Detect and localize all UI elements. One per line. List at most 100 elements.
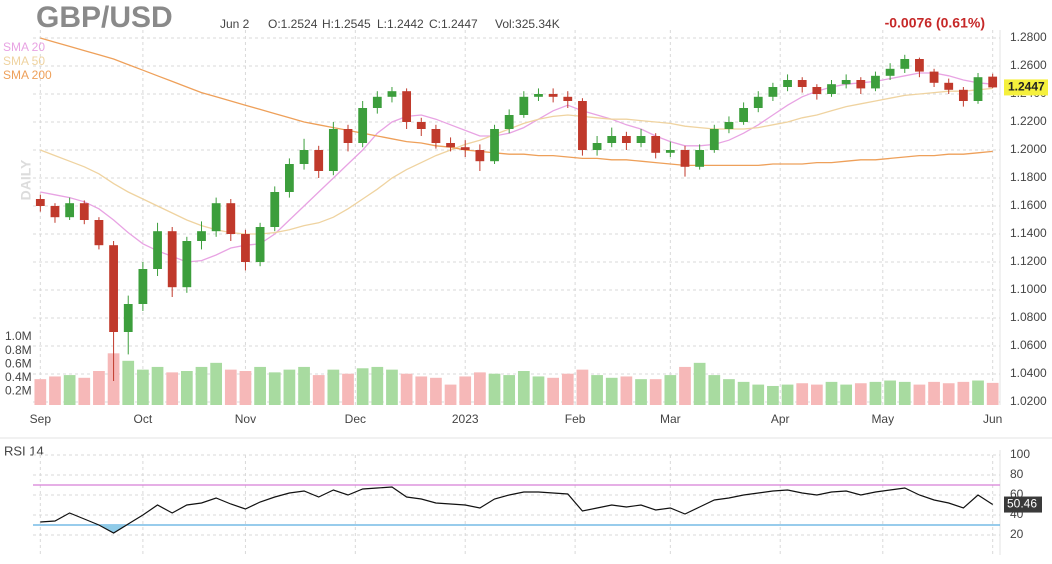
legend-entry: SMA 200 (3, 68, 52, 82)
candle-body (79, 203, 89, 220)
volume-bar (664, 375, 677, 405)
volume-bar (342, 373, 354, 405)
volume-bar (767, 385, 779, 405)
volume-tick-label: 0.8M (5, 343, 32, 357)
candle-body (328, 129, 338, 171)
candle-body (270, 192, 280, 227)
candle-body (50, 206, 60, 218)
y-tick-label: 1.0200 (1010, 394, 1047, 408)
candle-body (812, 87, 822, 94)
candle-body (402, 91, 412, 122)
volume-bar (356, 368, 369, 405)
y-tick-label: 1.2200 (1010, 114, 1047, 128)
volume-bar (327, 369, 340, 405)
x-tick-label: Nov (235, 412, 256, 426)
volume-bar (166, 372, 179, 405)
candle-body (153, 231, 162, 269)
volume-bar (459, 376, 472, 405)
candle-body (768, 87, 778, 97)
candle-body (636, 136, 646, 143)
candle-body (358, 108, 368, 143)
candle-body (387, 91, 397, 97)
candle-body (490, 129, 499, 162)
x-tick-label: Oct (134, 412, 153, 426)
volume-bar (283, 369, 296, 405)
candle-body (504, 115, 514, 129)
candle-body (621, 136, 631, 143)
y-axis-label: DAILY (18, 159, 34, 200)
volume-bar (942, 383, 955, 405)
candle-body (607, 136, 617, 143)
volume-bar (737, 381, 750, 405)
volume-bar (430, 377, 442, 405)
volume-bar (268, 372, 281, 405)
volume-bar (605, 377, 618, 405)
candle-body (35, 199, 45, 206)
candle-body (739, 108, 748, 122)
candle-body (827, 84, 836, 94)
y-tick-label: 1.1400 (1010, 226, 1047, 240)
y-tick-label: 1.0400 (1010, 366, 1047, 380)
volume-tick-label: 0.2M (5, 384, 32, 398)
sma-line (40, 37, 993, 167)
header-stat: Vol:325.34K (495, 17, 560, 31)
volume-bar (254, 366, 266, 405)
volume-bar (180, 371, 193, 405)
x-tick-label: Jun (983, 412, 1002, 426)
y-tick-label: 80 (1010, 467, 1024, 481)
volume-bar (884, 380, 896, 405)
volume-bar (312, 375, 325, 405)
last-price-label: 1.2447 (1008, 80, 1045, 94)
volume-tick-label: 0.6M (5, 356, 32, 370)
header-stat: O:1.2524 (268, 17, 318, 31)
volume-bar (752, 384, 765, 405)
volume-bar (49, 376, 61, 405)
volume-bar (34, 379, 47, 405)
candle-body (109, 245, 118, 332)
volume-bar (986, 382, 999, 405)
volume-bar (210, 362, 223, 405)
volume-bar (679, 366, 691, 405)
legend-entry: SMA 50 (3, 54, 45, 68)
volume-bar (195, 366, 208, 405)
candle-body (123, 304, 133, 332)
last-price-box (1004, 79, 1048, 96)
candle-body (431, 129, 441, 143)
y-tick-label: 1.2000 (1010, 142, 1047, 156)
candle-body (182, 241, 192, 288)
x-tick-label: 2023 (452, 412, 479, 426)
volume-bar (840, 384, 853, 405)
header-stat: Jun 2 (220, 17, 250, 31)
x-tick-label: Dec (345, 412, 366, 426)
candle-body (797, 80, 807, 87)
volume-bar (810, 384, 823, 405)
volume-bar (78, 377, 91, 405)
rsi-title: RSI 14 (4, 443, 44, 458)
candle-body (314, 150, 324, 171)
volume-bar (561, 373, 574, 405)
volume-bar (693, 362, 706, 405)
volume-bar (913, 384, 926, 405)
volume-bar (517, 371, 530, 405)
y-tick-label: 20 (1010, 527, 1024, 541)
volume-bar (415, 376, 428, 405)
candle-body (651, 136, 661, 153)
header-stat: L:1.2442 (377, 17, 424, 31)
volume-bar (474, 372, 486, 405)
volume-bar (400, 373, 413, 405)
y-tick-label: 100 (1010, 447, 1030, 461)
header-stat: H:1.2545 (322, 17, 371, 31)
x-tick-label: Apr (771, 412, 790, 426)
candle-body (944, 82, 954, 90)
candle-body (783, 80, 792, 87)
volume-bar (239, 371, 252, 405)
volume-bar (444, 384, 457, 405)
candle-body (138, 269, 148, 304)
candle-body (241, 234, 250, 262)
volume-tick-label: 0.4M (5, 370, 32, 384)
candle-body (343, 129, 353, 143)
candle-body (167, 231, 177, 288)
volume-bar (547, 377, 559, 405)
candle-body (197, 231, 206, 241)
